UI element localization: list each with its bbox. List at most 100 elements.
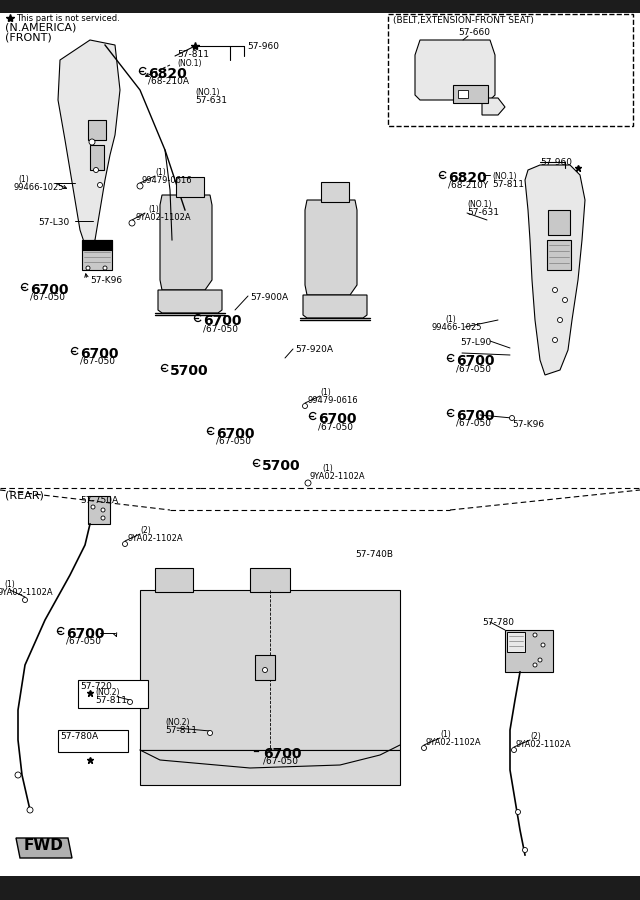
Text: (1): (1): [440, 730, 451, 739]
Text: (1): (1): [322, 464, 333, 473]
Text: (1): (1): [18, 175, 29, 184]
Circle shape: [101, 508, 105, 512]
Text: /67-050: /67-050: [263, 757, 298, 766]
Circle shape: [137, 183, 143, 189]
Text: FWD: FWD: [24, 838, 64, 853]
Circle shape: [422, 745, 426, 751]
Text: 6700: 6700: [263, 747, 301, 761]
Text: 57-960: 57-960: [540, 158, 572, 167]
Circle shape: [101, 516, 105, 520]
Text: 9YA02-1102A: 9YA02-1102A: [309, 472, 365, 481]
Text: 6700: 6700: [66, 627, 104, 641]
Bar: [78, 680, 148, 708]
Text: (1): (1): [4, 580, 15, 589]
Text: 57-780: 57-780: [482, 618, 514, 627]
Text: /67-050: /67-050: [80, 357, 115, 366]
Polygon shape: [58, 40, 120, 245]
Text: 57-811: 57-811: [165, 726, 197, 735]
Text: (2): (2): [530, 732, 541, 741]
Polygon shape: [16, 838, 72, 858]
Circle shape: [22, 598, 28, 602]
Circle shape: [511, 748, 516, 752]
Polygon shape: [525, 165, 585, 375]
Text: 6700: 6700: [318, 412, 356, 426]
Text: 57-900A: 57-900A: [250, 293, 288, 302]
Polygon shape: [160, 195, 212, 290]
Text: (NO.1): (NO.1): [177, 59, 202, 68]
Bar: [548, 210, 570, 235]
Text: 57-811: 57-811: [95, 696, 127, 705]
Text: 99479-0616: 99479-0616: [308, 396, 358, 405]
Polygon shape: [303, 295, 367, 318]
Text: /67-050: /67-050: [216, 437, 251, 446]
Circle shape: [93, 167, 99, 173]
Text: (FRONT): (FRONT): [5, 33, 52, 43]
Text: 99466-1025: 99466-1025: [14, 183, 65, 192]
Text: 57-660: 57-660: [458, 28, 490, 37]
Bar: [88, 496, 110, 524]
Text: 57-811: 57-811: [177, 50, 209, 59]
Text: (NO.1): (NO.1): [492, 172, 516, 181]
Text: 57-K96: 57-K96: [512, 420, 544, 429]
Text: (NO.1): (NO.1): [195, 88, 220, 97]
Polygon shape: [158, 290, 222, 313]
Text: (1): (1): [148, 205, 159, 214]
Circle shape: [129, 220, 135, 226]
Bar: [82, 240, 112, 250]
Bar: [507, 632, 525, 652]
Circle shape: [522, 848, 527, 852]
Text: 57-811: 57-811: [492, 180, 524, 189]
Text: 6820: 6820: [448, 171, 487, 185]
Text: 6820: 6820: [148, 67, 187, 81]
Circle shape: [97, 183, 102, 187]
Polygon shape: [482, 98, 505, 115]
Circle shape: [563, 298, 568, 302]
Text: 57-631: 57-631: [467, 208, 499, 217]
Text: 9YA02-1102A: 9YA02-1102A: [516, 740, 572, 749]
Circle shape: [509, 416, 515, 420]
Text: (1): (1): [320, 388, 331, 397]
Bar: [458, 90, 468, 98]
Text: (NO.2): (NO.2): [165, 718, 189, 727]
Bar: [255, 655, 275, 680]
Text: /67-050: /67-050: [318, 422, 353, 431]
Bar: [176, 177, 204, 197]
Text: 57-960: 57-960: [247, 42, 279, 51]
Circle shape: [262, 668, 268, 672]
Circle shape: [127, 699, 132, 705]
Polygon shape: [415, 40, 495, 100]
Text: (BELT,EXTENSION-FRONT SEAT): (BELT,EXTENSION-FRONT SEAT): [393, 16, 534, 25]
Bar: [0, 0, 640, 13]
Text: 57-920A: 57-920A: [295, 345, 333, 354]
Circle shape: [303, 403, 307, 409]
Circle shape: [103, 266, 107, 270]
Bar: [82, 240, 112, 270]
Text: (NO.2): (NO.2): [95, 688, 120, 697]
Bar: [0, 876, 640, 900]
Text: /67-050: /67-050: [456, 364, 491, 373]
Text: /68-210A: /68-210A: [148, 77, 189, 86]
Text: 6700: 6700: [30, 283, 68, 297]
Text: 6700: 6700: [80, 347, 118, 361]
Text: 9YA02-1102A: 9YA02-1102A: [127, 534, 182, 543]
Text: 6700: 6700: [216, 427, 255, 441]
Circle shape: [122, 542, 127, 546]
Text: (NO.1): (NO.1): [467, 200, 492, 209]
Text: 57-L30: 57-L30: [38, 218, 69, 227]
Text: (N.AMERICA): (N.AMERICA): [5, 23, 76, 33]
Text: 5700: 5700: [262, 459, 301, 473]
Circle shape: [541, 643, 545, 647]
Circle shape: [15, 772, 21, 778]
Text: (1): (1): [155, 168, 166, 177]
Text: (2): (2): [140, 526, 151, 535]
Text: 9YA02-1102A: 9YA02-1102A: [426, 738, 482, 747]
Circle shape: [538, 658, 542, 662]
Bar: [453, 85, 488, 103]
Text: 57-720: 57-720: [80, 682, 112, 691]
Circle shape: [91, 505, 95, 509]
Text: 9YA02-1102A: 9YA02-1102A: [0, 588, 54, 597]
Bar: [547, 240, 571, 270]
Circle shape: [552, 338, 557, 343]
Bar: [88, 120, 106, 140]
Circle shape: [533, 633, 537, 637]
